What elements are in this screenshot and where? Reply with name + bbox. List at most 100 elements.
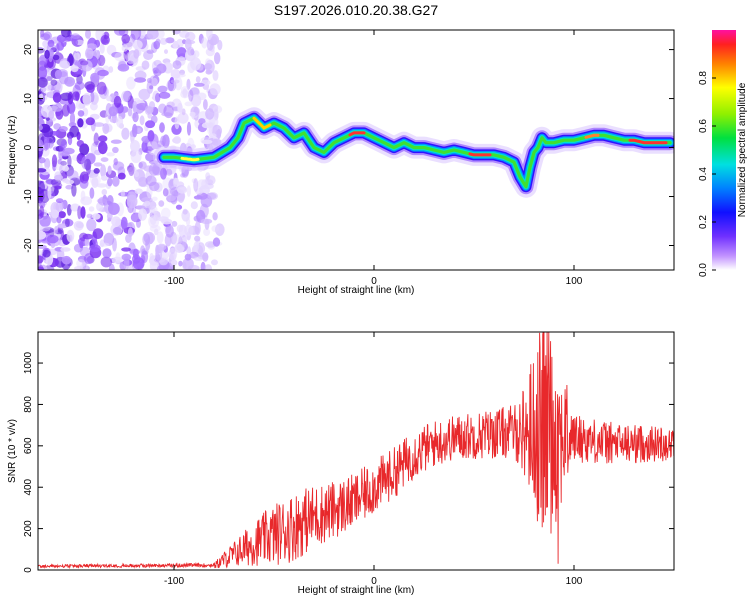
noise-blob (126, 194, 138, 209)
noise-blob (155, 249, 163, 261)
colorbar-gradient (712, 30, 736, 270)
noise-blob (201, 122, 212, 129)
noise-blob (126, 76, 136, 90)
noise-blob (149, 85, 154, 90)
noise-blob (86, 213, 93, 219)
spectrogram-x-axis: -100 0 100 (164, 30, 583, 287)
y-tick-label: 800 (23, 396, 34, 413)
noise-blob (38, 265, 44, 270)
snr-y-axis: 0 200 400 600 800 1000 (23, 351, 674, 573)
noise-blob (94, 39, 101, 48)
noise-blob (77, 118, 84, 128)
noise-blob (102, 248, 112, 259)
noise-blob (97, 196, 110, 206)
noise-blob (98, 135, 108, 143)
noise-blob (67, 155, 72, 168)
noise-blob (201, 37, 208, 49)
noise-blob (132, 40, 143, 50)
noise-blob (178, 260, 183, 267)
noise-blob (177, 102, 183, 113)
noise-blob (208, 133, 217, 138)
noise-blob (151, 196, 158, 201)
noise-blob (44, 158, 51, 170)
noise-blob (176, 47, 187, 59)
noise-blob (193, 82, 205, 87)
noise-blob (99, 43, 105, 54)
noise-blob (200, 261, 206, 270)
noise-blob (160, 135, 167, 146)
noise-blob (59, 144, 66, 152)
noise-blob (112, 237, 117, 252)
noise-blob (138, 176, 148, 187)
noise-blob (172, 40, 179, 49)
noise-blob (113, 158, 118, 166)
noise-blob (138, 88, 151, 101)
noise-blob (52, 182, 63, 189)
noise-blob (69, 125, 80, 138)
noise-blob (202, 252, 209, 262)
noise-blob (99, 242, 110, 247)
noise-blob (193, 256, 204, 261)
noise-blob (206, 30, 213, 40)
noise-blob (140, 245, 146, 256)
noise-blob (60, 160, 67, 166)
noise-blob (153, 228, 159, 236)
ridge-hot-segment (180, 156, 200, 162)
noise-blob (79, 60, 89, 66)
noise-blob (148, 163, 160, 176)
x-tick-label: 100 (566, 576, 583, 587)
noise-blob (69, 112, 76, 126)
noise-blob (147, 130, 155, 142)
noise-blob (61, 104, 70, 117)
colorbar-tick-label: 0.6 (698, 119, 709, 133)
noise-blob (77, 205, 82, 220)
noise-blob (92, 213, 101, 220)
noise-blob (174, 73, 186, 78)
noise-blob (184, 38, 192, 51)
noise-blob (105, 110, 110, 124)
noise-blob (103, 232, 115, 246)
noise-blob (132, 257, 145, 270)
noise-blob (40, 33, 51, 41)
snr-line (38, 332, 674, 570)
ridge-trace (153, 107, 674, 198)
noise-blob (200, 218, 213, 224)
y-tick-label: 10 (23, 93, 34, 105)
noise-blob (44, 49, 50, 60)
noise-blob (130, 30, 142, 40)
noise-blob (67, 135, 73, 146)
noise-blob (159, 122, 165, 133)
y-tick-label: 600 (23, 437, 34, 454)
noise-blob (61, 255, 72, 265)
noise-blob (160, 207, 171, 219)
noise-blob (40, 86, 47, 93)
noise-blob (85, 117, 95, 126)
y-tick-label: -20 (23, 238, 34, 253)
noise-blob (38, 77, 48, 88)
noise-blob (100, 34, 110, 46)
snr-series (38, 332, 674, 570)
ridge-hot-segment (468, 152, 492, 157)
noise-blob (184, 101, 193, 107)
noise-blob (93, 132, 100, 146)
x-tick-label: -100 (164, 276, 184, 287)
noise-blob (194, 221, 201, 236)
noise-blob (54, 174, 64, 181)
ridge-hot-segment (628, 138, 668, 145)
noise-blob (93, 122, 105, 127)
noise-blob (173, 136, 182, 144)
noise-blob (165, 168, 173, 176)
noise-blob (171, 220, 178, 227)
noise-blob (42, 249, 51, 258)
noise-blob (171, 123, 182, 135)
noise-blob (136, 102, 149, 111)
noise-blob (96, 183, 108, 188)
colorbar-tick-label: 0.4 (698, 167, 709, 181)
noise-blob (90, 143, 97, 155)
colorbar-tick-label: 0.0 (698, 263, 709, 277)
noise-blob (93, 162, 103, 167)
noise-blob (52, 103, 63, 112)
noise-blob (38, 124, 43, 131)
